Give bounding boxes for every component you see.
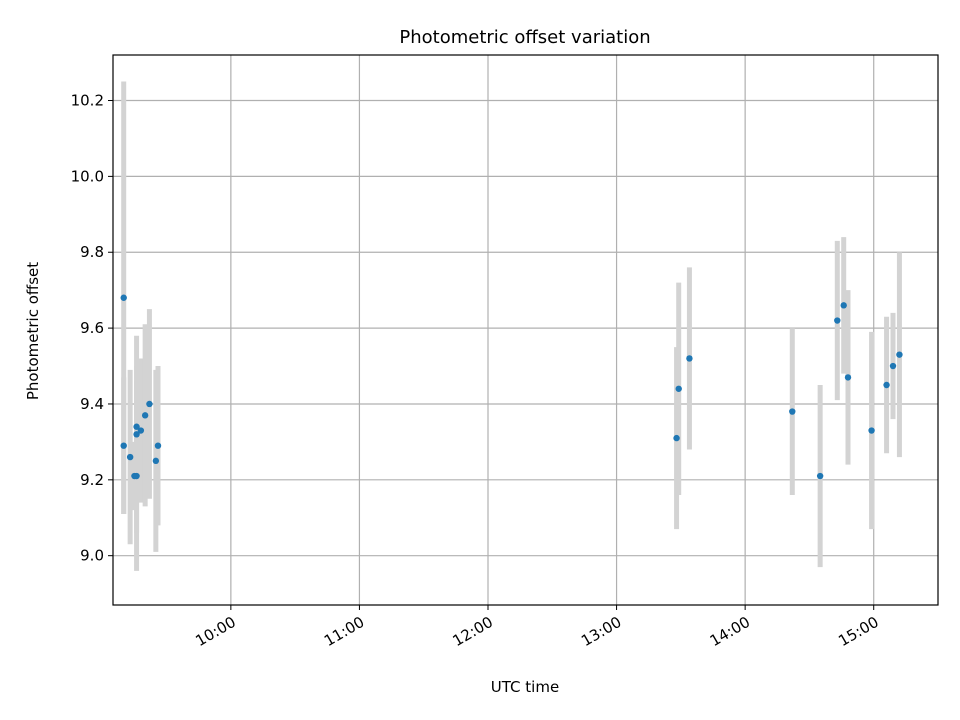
data-point [133,423,140,430]
data-point [133,431,140,438]
data-point [686,355,693,362]
data-point [844,374,852,381]
chart-title: Photometric offset variation [399,27,650,48]
data-point [789,408,796,415]
data-point [816,472,824,480]
y-tick-label: 9.0 [80,547,104,565]
data-point [146,400,153,408]
y-axis-ticks: 9.0 9.2 9.4 9.6 9.8 10.0 10.2 [71,92,113,565]
y-tick-label: 9.2 [80,471,104,489]
data-point [137,427,145,434]
data-point [889,362,897,370]
data-points [120,294,903,480]
x-axis-label: UTC time [491,678,559,696]
data-point [120,442,127,449]
data-point [673,434,680,442]
data-point [133,472,140,480]
data-point [834,317,841,324]
y-tick-label: 9.8 [80,243,104,261]
data-point [868,427,875,434]
data-point [675,385,682,392]
y-tick-label: 9.6 [80,319,104,337]
data-point [126,453,134,461]
data-point [152,457,160,465]
grid-lines [113,55,938,605]
y-tick-label: 10.2 [71,92,104,110]
plot-frame [112,54,939,606]
y-tick-label: 9.4 [80,395,104,413]
data-point [141,412,149,419]
y-tick-label: 10.0 [71,167,104,185]
data-point [120,294,127,301]
data-point [883,381,890,389]
data-point [154,442,162,449]
y-axis-label: Photometric offset [24,262,42,400]
data-point [896,351,903,358]
data-point [840,302,847,309]
